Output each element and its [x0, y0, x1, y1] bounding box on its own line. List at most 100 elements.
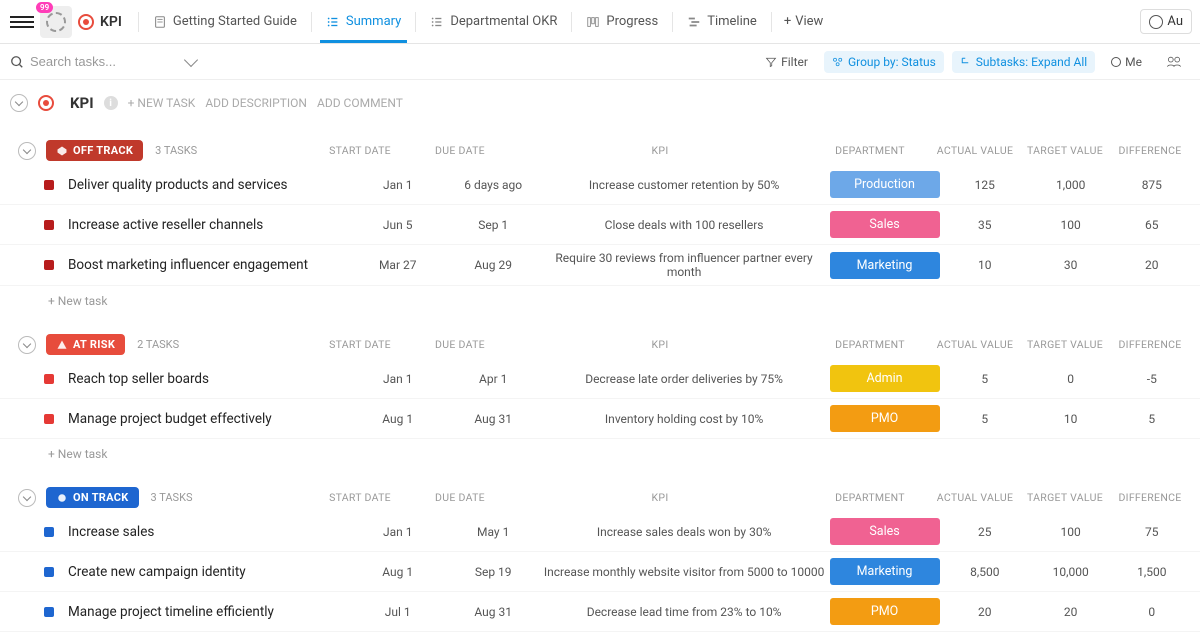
cell-target[interactable]: 100	[1028, 525, 1114, 539]
col-target[interactable]: TARGET VALUE	[1020, 338, 1110, 351]
cell-actual[interactable]: 25	[942, 525, 1028, 539]
tab-getting-started[interactable]: Getting Started Guide	[139, 0, 311, 43]
me-button[interactable]: Me	[1103, 51, 1150, 73]
cell-difference[interactable]: 65	[1114, 218, 1190, 232]
chevron-down-icon[interactable]	[184, 52, 198, 66]
task-row[interactable]: Boost marketing influencer engagement Ma…	[0, 245, 1200, 286]
task-status-square[interactable]	[44, 414, 54, 424]
cell-start-date[interactable]: Mar 27	[350, 258, 445, 272]
cell-department[interactable]: Production	[827, 171, 942, 198]
cell-difference[interactable]: 20	[1114, 258, 1190, 272]
cell-target[interactable]: 100	[1028, 218, 1114, 232]
status-badge[interactable]: OFF TRACK	[46, 140, 143, 161]
col-start-date[interactable]: START DATE	[310, 338, 410, 351]
cell-start-date[interactable]: Jan 1	[350, 525, 445, 539]
tab-timeline[interactable]: Timeline	[673, 0, 771, 43]
task-status-square[interactable]	[44, 220, 54, 230]
cell-start-date[interactable]: Jan 1	[350, 178, 445, 192]
cell-kpi[interactable]: Decrease late order deliveries by 75%	[541, 372, 827, 386]
subtasks-button[interactable]: Subtasks: Expand All	[952, 51, 1095, 73]
cell-kpi[interactable]: Increase customer retention by 50%	[541, 178, 827, 192]
cell-target[interactable]: 20	[1028, 605, 1114, 619]
cell-due-date[interactable]: Aug 29	[445, 258, 540, 272]
cell-difference[interactable]: 875	[1114, 178, 1190, 192]
cell-target[interactable]: 1,000	[1028, 178, 1114, 192]
col-department[interactable]: DEPARTMENT	[810, 338, 930, 351]
cell-department[interactable]: PMO	[827, 405, 942, 432]
cell-start-date[interactable]: Jul 1	[350, 605, 445, 619]
cell-difference[interactable]: 1,500	[1114, 565, 1190, 579]
col-start-date[interactable]: START DATE	[310, 144, 410, 157]
cell-start-date[interactable]: Aug 1	[350, 412, 445, 426]
cell-start-date[interactable]: Aug 1	[350, 565, 445, 579]
col-start-date[interactable]: START DATE	[310, 491, 410, 504]
menu-icon[interactable]	[10, 10, 34, 34]
new-task-button[interactable]: + New task	[0, 439, 1200, 469]
col-kpi[interactable]: KPI	[510, 491, 810, 504]
add-description-button[interactable]: ADD DESCRIPTION	[205, 96, 307, 110]
filter-button[interactable]: Filter	[757, 51, 816, 73]
task-row[interactable]: Increase sales Jan 1 May 1 Increase sale…	[0, 512, 1200, 552]
collapse-all-button[interactable]	[10, 94, 28, 112]
cell-due-date[interactable]: Apr 1	[445, 372, 540, 386]
cell-due-date[interactable]: Aug 31	[445, 412, 540, 426]
cell-difference[interactable]: 0	[1114, 605, 1190, 619]
cell-target[interactable]: 10	[1028, 412, 1114, 426]
col-actual[interactable]: ACTUAL VALUE	[930, 338, 1020, 351]
search-wrap[interactable]	[10, 54, 196, 69]
cell-department[interactable]: Marketing	[827, 558, 942, 585]
task-status-square[interactable]	[44, 374, 54, 384]
tab-departmental-okr[interactable]: Departmental OKR	[416, 0, 571, 43]
cell-kpi[interactable]: Require 30 reviews from influencer partn…	[541, 251, 827, 279]
add-view-button[interactable]: + View	[772, 0, 836, 43]
cell-kpi[interactable]: Inventory holding cost by 10%	[541, 412, 827, 426]
new-task-button[interactable]: + New task	[0, 286, 1200, 316]
cell-due-date[interactable]: May 1	[445, 525, 540, 539]
cell-difference[interactable]: -5	[1114, 372, 1190, 386]
assignees-button[interactable]	[1158, 51, 1190, 73]
cell-due-date[interactable]: Sep 1	[445, 218, 540, 232]
task-status-square[interactable]	[44, 180, 54, 190]
task-status-square[interactable]	[44, 567, 54, 577]
cell-due-date[interactable]: Aug 31	[445, 605, 540, 619]
cell-department[interactable]: Marketing	[827, 252, 942, 279]
col-kpi[interactable]: KPI	[510, 144, 810, 157]
cell-actual[interactable]: 5	[942, 412, 1028, 426]
cell-department[interactable]: Admin	[827, 365, 942, 392]
task-status-square[interactable]	[44, 260, 54, 270]
task-row[interactable]: Manage project timeline efficiently Jul …	[0, 592, 1200, 632]
groupby-button[interactable]: Group by: Status	[824, 51, 944, 73]
col-difference[interactable]: DIFFERENCE	[1110, 144, 1190, 157]
task-row[interactable]: Deliver quality products and services Ja…	[0, 165, 1200, 205]
cell-target[interactable]: 0	[1028, 372, 1114, 386]
col-target[interactable]: TARGET VALUE	[1020, 144, 1110, 157]
cell-actual[interactable]: 10	[942, 258, 1028, 272]
cell-department[interactable]: PMO	[827, 598, 942, 625]
col-difference[interactable]: DIFFERENCE	[1110, 491, 1190, 504]
col-due-date[interactable]: DUE DATE	[410, 338, 510, 351]
add-comment-button[interactable]: ADD COMMENT	[317, 96, 403, 110]
tab-summary[interactable]: Summary	[312, 0, 415, 43]
col-target[interactable]: TARGET VALUE	[1020, 491, 1110, 504]
new-task-button[interactable]: + NEW TASK	[128, 96, 196, 110]
col-department[interactable]: DEPARTMENT	[810, 144, 930, 157]
col-actual[interactable]: ACTUAL VALUE	[930, 144, 1020, 157]
cell-department[interactable]: Sales	[827, 518, 942, 545]
automations-button[interactable]: Au	[1140, 9, 1192, 34]
cell-target[interactable]: 10,000	[1028, 565, 1114, 579]
cell-difference[interactable]: 75	[1114, 525, 1190, 539]
cell-actual[interactable]: 125	[942, 178, 1028, 192]
info-icon[interactable]: i	[104, 96, 118, 110]
cell-kpi[interactable]: Decrease lead time from 23% to 10%	[541, 605, 827, 619]
col-due-date[interactable]: DUE DATE	[410, 144, 510, 157]
cell-kpi[interactable]: Increase monthly website visitor from 50…	[541, 565, 827, 579]
cell-kpi[interactable]: Close deals with 100 resellers	[541, 218, 827, 232]
cell-actual[interactable]: 5	[942, 372, 1028, 386]
workspace-icon[interactable]: 99	[40, 6, 72, 38]
cell-due-date[interactable]: Sep 19	[445, 565, 540, 579]
cell-target[interactable]: 30	[1028, 258, 1114, 272]
col-department[interactable]: DEPARTMENT	[810, 491, 930, 504]
status-badge[interactable]: ON TRACK	[46, 487, 139, 508]
col-kpi[interactable]: KPI	[510, 338, 810, 351]
col-difference[interactable]: DIFFERENCE	[1110, 338, 1190, 351]
